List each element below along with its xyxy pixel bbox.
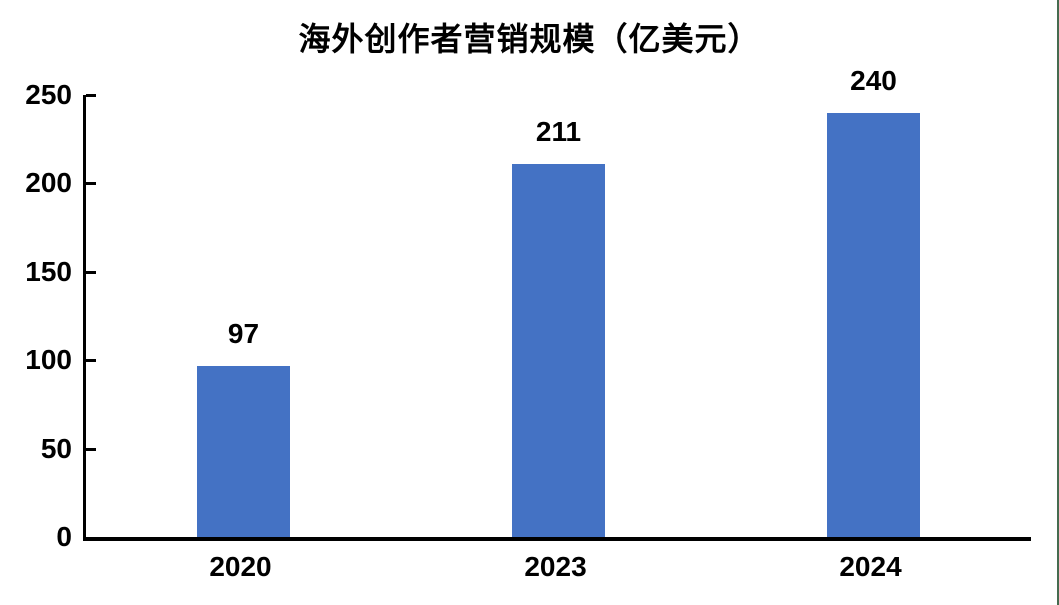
y-axis: 0 50 100 150 200 250: [0, 81, 72, 551]
y-tick-label: 100: [25, 344, 72, 376]
bar-value-label: 240: [850, 64, 897, 96]
x-tick-label: 2023: [524, 551, 587, 582]
y-axis-tick: [86, 94, 96, 97]
right-frame-border: [1057, 0, 1059, 605]
y-tick-label: 50: [40, 432, 72, 464]
y-axis-tick: [86, 359, 96, 363]
bar-value-label: 211: [535, 115, 582, 147]
bar-value-label: 97: [227, 317, 260, 349]
y-tick-label: 150: [25, 255, 72, 287]
plot-area: 97 211 240: [83, 66, 1031, 541]
chart-title: 海外创作者营销规模（亿美元）: [298, 20, 761, 58]
y-tick-label: 200: [25, 167, 72, 199]
y-axis-tick: [86, 447, 96, 451]
y-axis-tick: [86, 270, 96, 274]
y-tick-label: 250: [25, 79, 72, 110]
x-tick-label: 2024: [839, 551, 902, 582]
bar-2020: [196, 365, 290, 537]
y-tick-label: 0: [56, 521, 72, 552]
y-axis-tick: [86, 182, 96, 186]
bar-2024: [827, 112, 920, 537]
bar-2023: [512, 163, 605, 537]
x-tick-label: 2020: [209, 551, 272, 582]
x-axis: 2020 2023 2024: [83, 552, 1028, 592]
